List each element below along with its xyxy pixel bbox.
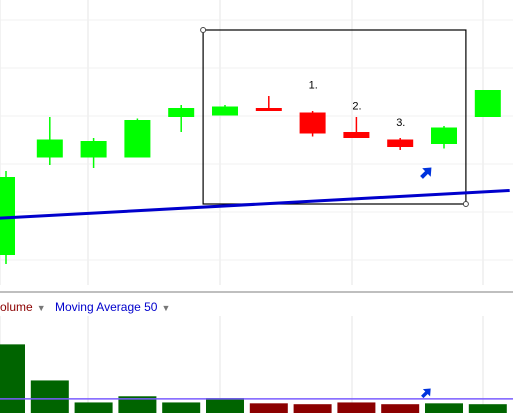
candle-body [0, 177, 15, 255]
triangle-down-icon[interactable]: ▼ [36, 303, 46, 313]
volume-bar [249, 403, 288, 413]
legend-bar: olume ▼ Moving Average 50 ▼ [0, 298, 176, 316]
volume-bar [30, 380, 69, 413]
candle-body [343, 132, 370, 138]
arrow-icon [421, 388, 431, 399]
selection-box [202, 29, 467, 205]
volume-bar [381, 404, 420, 413]
annotation-arrows [420, 167, 432, 399]
arrow-shape [420, 167, 432, 179]
volume-bar [468, 404, 507, 413]
annotation-label: 3. [396, 117, 405, 129]
volume-bar [162, 402, 201, 413]
volume-bars [0, 344, 513, 413]
volume-bar [0, 344, 25, 413]
moving-average-legend[interactable]: Moving Average 50 ▼ [55, 298, 170, 317]
candle-body [474, 90, 501, 117]
volume-bar [118, 396, 157, 413]
candle-body [431, 127, 457, 144]
annotation-label: 1. [309, 80, 318, 92]
candle-body [387, 139, 414, 147]
candles [0, 90, 501, 264]
arrow-icon [420, 167, 432, 179]
candle-body [168, 108, 195, 117]
candle-body [299, 112, 326, 134]
moving-average-layer [0, 189, 510, 220]
selection-handle [200, 27, 207, 33]
candle-body [124, 120, 151, 158]
volume-bar [425, 403, 463, 413]
arrow-shape [421, 388, 431, 399]
triangle-down-icon[interactable]: ▼ [161, 303, 171, 313]
moving-average-line [0, 189, 510, 220]
selection-handle [462, 201, 469, 207]
candle-body [212, 106, 238, 116]
moving-average-legend-label: Moving Average 50 [54, 300, 158, 314]
annotation-labels: 1. 2. 3. [309, 80, 406, 130]
annotation-label: 2. [352, 101, 361, 113]
volume-legend[interactable]: olume ▼ [0, 298, 46, 317]
selection-box-layer [200, 27, 469, 207]
volume-bar [206, 398, 244, 413]
volume-bar [293, 404, 332, 413]
candle-body [80, 141, 107, 158]
volume-bar [74, 402, 113, 413]
candle-body [36, 139, 63, 158]
volume-legend-label: olume [0, 300, 33, 314]
volume-bar [337, 402, 376, 413]
candle-body [255, 108, 282, 111]
